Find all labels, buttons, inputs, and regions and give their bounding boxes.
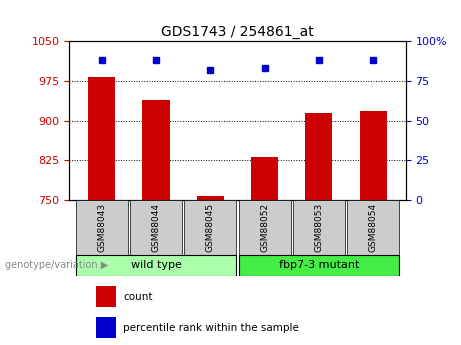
Bar [76,255,236,276]
Bar [305,113,332,200]
Bar [238,255,399,276]
Text: GSM88045: GSM88045 [206,203,215,252]
Text: GSM88054: GSM88054 [369,203,378,252]
Text: GSM88043: GSM88043 [97,203,106,252]
Text: fbp7-3 mutant: fbp7-3 mutant [278,260,359,270]
Bar [347,200,399,255]
Text: genotype/variation ▶: genotype/variation ▶ [5,260,108,270]
Text: wild type: wild type [130,260,182,270]
Bar [88,77,115,200]
Bar [197,196,224,200]
Bar [293,200,345,255]
Bar [360,111,387,200]
Bar [96,317,116,338]
Text: GSM88053: GSM88053 [314,203,323,252]
Bar [184,200,236,255]
Bar [142,100,170,200]
Text: GSM88052: GSM88052 [260,203,269,252]
Bar [76,200,128,255]
Bar [251,157,278,200]
Bar [96,286,116,307]
Bar [130,200,182,255]
Bar [238,200,290,255]
Text: percentile rank within the sample: percentile rank within the sample [123,323,299,333]
Text: GSM88044: GSM88044 [152,203,160,252]
Text: count: count [123,292,153,302]
Title: GDS1743 / 254861_at: GDS1743 / 254861_at [161,25,314,39]
